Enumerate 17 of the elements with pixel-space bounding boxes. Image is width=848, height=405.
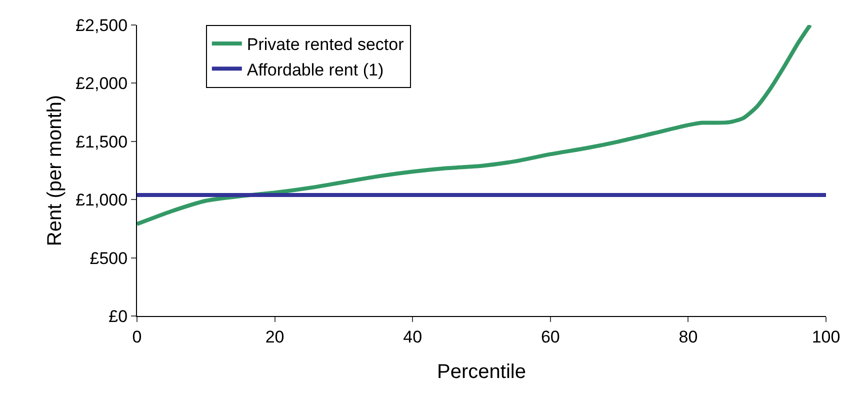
y-tick-label: £0 [108, 306, 128, 326]
line-series [137, 25, 812, 226]
x-tick-label: 0 [132, 327, 142, 346]
y-tick-label: £500 [90, 248, 128, 268]
x-axis-title: Percentile [437, 360, 526, 383]
y-tick-label: £1,500 [76, 132, 128, 152]
x-tick-label: 40 [403, 327, 422, 346]
x-tick-label: 100 [812, 327, 840, 346]
y-tick-label: £2,500 [76, 16, 128, 35]
y-tick-label: £1,000 [76, 190, 128, 210]
x-tick-label: 80 [678, 327, 698, 346]
x-tick-label: 60 [540, 327, 560, 346]
x-tick-label: 20 [265, 327, 284, 346]
y-axis-title: Rent (per month) [44, 94, 66, 246]
legend-label: Private rented sector [246, 35, 404, 54]
y-tick-label: £2,000 [76, 74, 128, 94]
legend-label: Affordable rent (1) [246, 60, 384, 80]
